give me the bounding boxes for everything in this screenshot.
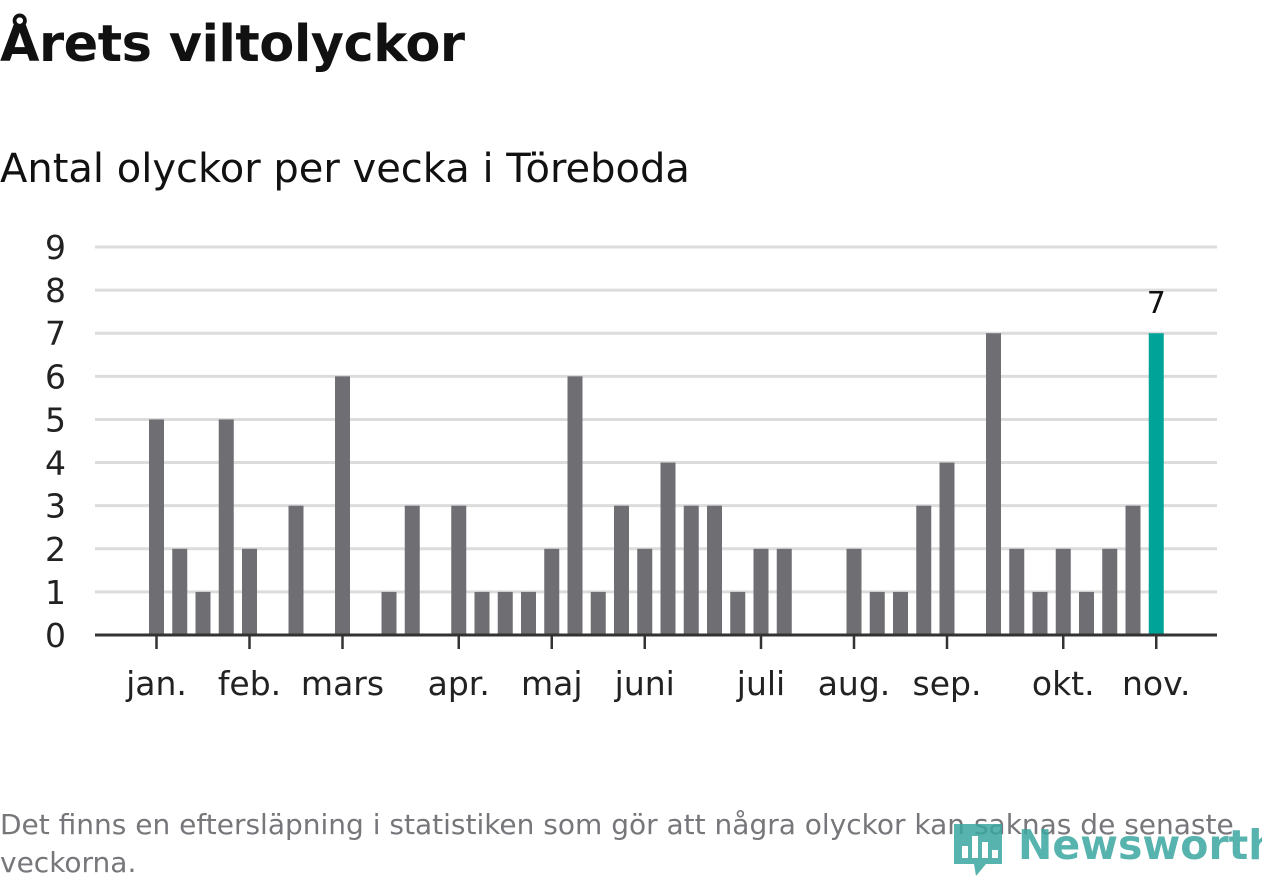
x-tick-label: feb. [218,664,281,703]
x-tick-label: mars [301,664,384,703]
x-axis-ticks: jan. feb. mars apr. maj juni juli aug. sep. okt. n… [125,635,1191,703]
bar [1032,591,1048,635]
x-tick-label: sep. [913,664,982,703]
chart-title: Årets viltolyckor [0,15,465,74]
x-tick-label: nov. [1122,664,1191,703]
bar [242,548,257,635]
bar [474,591,490,635]
x-tick-label: aug. [818,664,891,703]
highlight-value-label: 7 [1147,286,1166,321]
data-labels: 7 [1147,286,1166,321]
bar [730,591,746,635]
bar [381,591,397,635]
bar [776,548,792,635]
bar [149,419,164,635]
bar [172,548,188,635]
y-tick-label: 7 [45,314,66,353]
bar [916,505,932,635]
bar-highlight [1148,333,1164,635]
bar [497,591,513,635]
bar [335,376,350,635]
bar [683,505,699,635]
bar [544,548,560,635]
bar [893,591,908,635]
bar [846,548,862,635]
bar [1009,548,1025,635]
y-tick-label: 2 [45,530,66,569]
bar [939,462,955,635]
bar [288,505,304,635]
x-tick-label: juni [614,664,675,703]
bar [986,333,1001,635]
newsworthy-logo-text: Newsworthy [1018,821,1262,869]
bar [660,462,676,635]
bar [1125,505,1141,635]
bar [1079,591,1094,635]
y-tick-label: 0 [45,616,66,655]
bar [404,505,420,635]
bar [521,591,536,635]
footnote: Det finns en eftersläpning i statistiken… [0,808,1234,879]
y-tick-label: 9 [45,228,66,267]
bar [1055,548,1071,635]
bar [567,376,583,635]
y-tick-label: 1 [45,573,66,612]
bar [1102,548,1118,635]
x-tick-label: okt. [1032,664,1095,703]
y-axis-ticks: 0 1 2 3 4 5 6 7 8 9 [45,228,66,655]
newsworthy-logo-icon [954,824,1002,876]
bar [590,591,606,635]
bar [753,548,769,635]
bar [195,591,211,635]
y-tick-label: 3 [45,487,66,526]
newsworthy-logo: Newsworthy [950,818,1262,878]
chart-subtitle: Antal olyckor per vecka i Töreboda [0,146,690,192]
bar [451,505,467,635]
x-tick-label: maj [521,664,583,703]
bars [149,333,1164,635]
bar [869,591,885,635]
gridlines [95,245,1217,594]
bar [614,505,629,635]
x-tick-label: juli [736,664,785,703]
bar [707,505,722,635]
bar [637,548,653,635]
x-tick-label: jan. [125,664,187,703]
y-tick-label: 8 [45,271,66,310]
y-tick-label: 4 [45,444,66,483]
y-tick-label: 5 [45,400,66,439]
bar [218,419,234,635]
x-tick-label: apr. [428,664,490,703]
y-tick-label: 6 [45,357,66,396]
